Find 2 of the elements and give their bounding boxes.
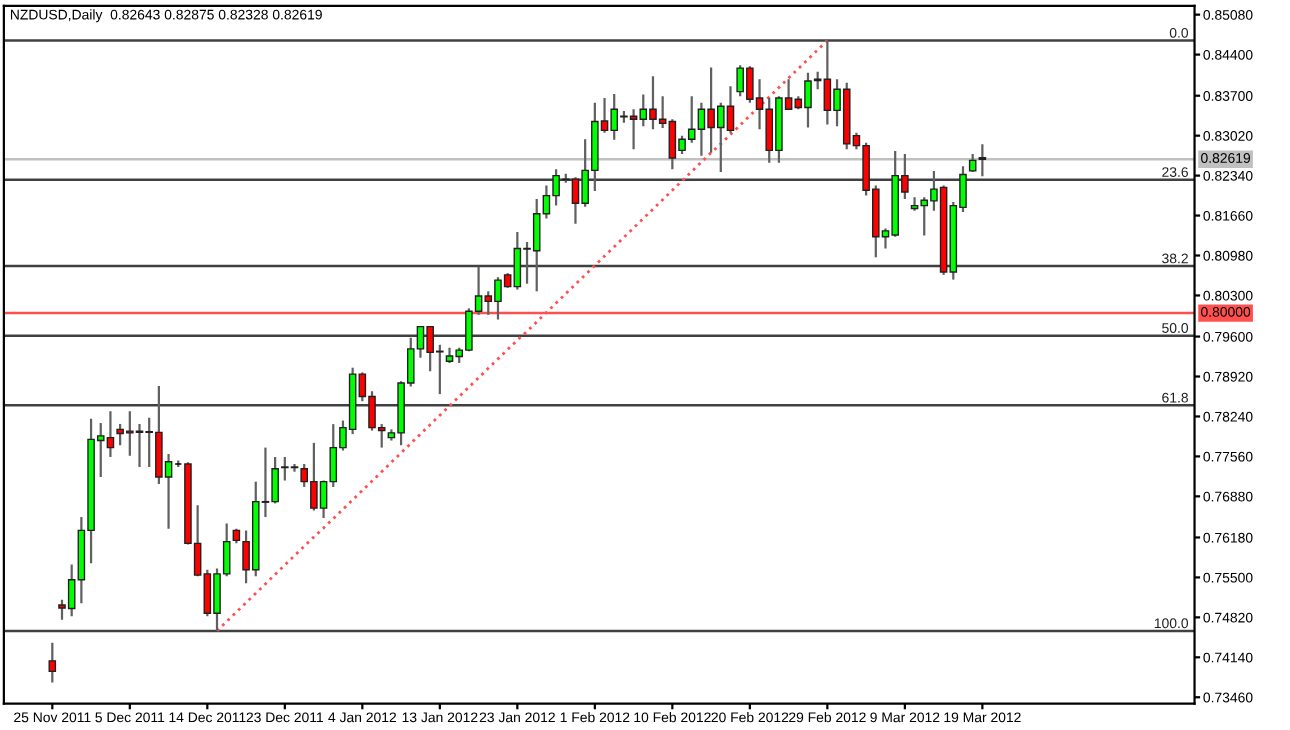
- candlestick: [48, 641, 57, 684]
- candlestick: [978, 143, 987, 178]
